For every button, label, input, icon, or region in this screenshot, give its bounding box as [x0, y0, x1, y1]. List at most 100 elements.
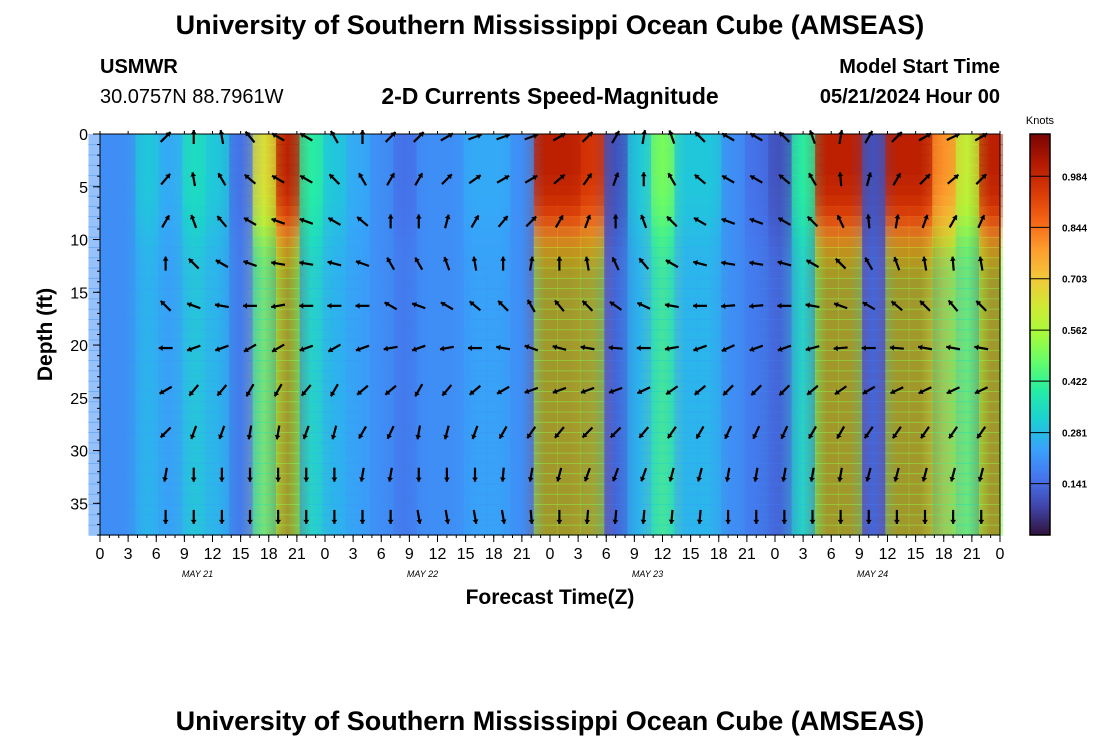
velocity-arrowhead	[418, 132, 424, 137]
velocity-arrowhead	[330, 434, 337, 440]
heatmap-cell	[861, 473, 886, 485]
heatmap-cell	[275, 524, 300, 536]
velocity-arrowhead	[837, 519, 844, 524]
heatmap-cell	[275, 154, 300, 166]
heatmap-cell	[932, 493, 957, 505]
heatmap-cell	[533, 308, 558, 320]
heatmap-cell	[791, 483, 816, 495]
heatmap-cell	[229, 339, 253, 351]
heatmap-cell	[604, 380, 628, 392]
heatmap-cell	[908, 391, 933, 403]
heatmap-cell	[463, 134, 488, 146]
heatmap-cell	[627, 339, 652, 351]
velocity-arrowhead	[272, 346, 278, 353]
heatmap-cell	[580, 329, 605, 341]
heatmap-cell	[791, 144, 816, 156]
heatmap-cell	[557, 144, 582, 156]
heatmap-cell	[252, 154, 277, 166]
heatmap-cell	[158, 370, 183, 382]
velocity-arrowhead	[896, 132, 902, 137]
velocity-arrowhead	[165, 132, 171, 137]
heatmap-cell	[627, 391, 652, 403]
heatmap-cell	[182, 277, 207, 290]
heatmap-cell	[252, 144, 277, 156]
heatmap-cell	[346, 391, 371, 403]
heatmap-cell	[697, 391, 722, 403]
heatmap-cell	[744, 154, 769, 166]
date-label: MAY 21	[182, 569, 213, 579]
heatmap-cell	[158, 288, 183, 300]
heatmap-cell	[604, 298, 628, 310]
heatmap-cell	[135, 411, 160, 423]
velocity-arrowhead	[554, 300, 560, 306]
heatmap-cell	[885, 360, 910, 372]
heatmap-cell	[369, 380, 394, 392]
heatmap-cell	[416, 185, 441, 197]
heatmap-cell	[463, 226, 488, 238]
heatmap-cell	[932, 504, 957, 516]
heatmap-cell	[135, 493, 160, 505]
heatmap-cell	[135, 205, 160, 218]
heatmap-cell	[979, 411, 1003, 423]
heatmap-cell	[697, 432, 722, 444]
heatmap-cell	[252, 205, 277, 218]
heatmap-cell	[510, 236, 535, 248]
heatmap-cell	[440, 134, 464, 146]
heatmap-cell	[604, 370, 628, 382]
heatmap-cell	[416, 370, 441, 382]
model-start-value: 05/21/2024 Hour 00	[819, 86, 1000, 108]
heatmap-cell	[791, 360, 816, 372]
heatmap-cell	[721, 267, 746, 279]
heatmap-cell	[393, 463, 418, 475]
heatmap-cell	[768, 236, 793, 248]
heatmap-cell	[486, 205, 511, 218]
heatmap-cell	[135, 319, 160, 331]
heatmap-cell	[908, 380, 933, 392]
heatmap-cell	[510, 308, 535, 320]
y-tick-label: 10	[70, 233, 88, 250]
heatmap-cell	[135, 216, 160, 228]
heatmap-cell	[322, 329, 347, 341]
heatmap-cell	[135, 236, 160, 248]
heatmap-cell	[533, 463, 558, 475]
heatmap-cell	[604, 195, 628, 207]
heatmap-cell	[346, 349, 371, 362]
heatmap-cell	[416, 205, 441, 218]
heatmap-cell	[815, 452, 839, 464]
velocity-arrowhead	[190, 477, 197, 482]
heatmap-cell	[252, 267, 277, 279]
heatmap-cell	[838, 380, 863, 392]
heatmap-cell	[533, 411, 558, 423]
velocity-arrowhead	[299, 346, 305, 352]
heatmap-cell	[416, 226, 441, 238]
heatmap-cell	[416, 401, 441, 413]
velocity-arrowhead	[190, 130, 197, 135]
heatmap-cell	[791, 195, 816, 207]
velocity-arrowhead	[666, 216, 672, 222]
heatmap-cell	[510, 164, 535, 176]
heatmap-cell	[979, 493, 1003, 505]
heatmap-cell	[346, 493, 371, 505]
heatmap-cell	[932, 360, 957, 372]
heatmap-cell	[744, 164, 769, 176]
heatmap-cell	[557, 267, 582, 279]
heatmap-cell	[275, 463, 300, 475]
heatmap-cell	[791, 493, 816, 505]
heatmap-cell	[908, 277, 933, 290]
heatmap-cell	[674, 421, 699, 433]
heatmap-cell	[510, 329, 535, 341]
velocity-arrowhead	[556, 256, 563, 261]
heatmap-cell	[463, 277, 488, 290]
heatmap-cell	[674, 277, 699, 290]
heatmap-cell	[111, 411, 136, 423]
heatmap-cell	[650, 185, 675, 197]
heatmap-cell	[580, 298, 605, 310]
heatmap-cell	[885, 504, 910, 516]
heatmap-cell	[111, 329, 136, 341]
heatmap-cell	[533, 267, 558, 279]
heatmap-cell	[908, 514, 933, 526]
heatmap-cell	[533, 473, 558, 485]
heatmap-cell	[932, 236, 957, 248]
heatmap-cell	[768, 247, 793, 259]
heatmap-cell	[369, 329, 394, 341]
